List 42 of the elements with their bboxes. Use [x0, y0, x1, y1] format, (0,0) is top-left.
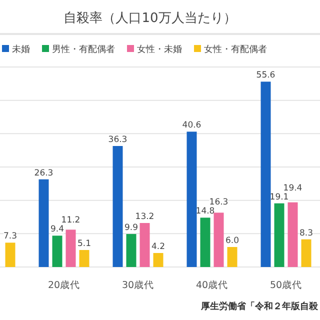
legend-label: 女性・有配偶者	[204, 44, 267, 55]
bar	[288, 202, 298, 267]
bar	[112, 146, 123, 267]
x-tick-label: 40歳代	[196, 279, 228, 291]
bar	[140, 223, 150, 267]
bar	[52, 236, 62, 267]
bar	[79, 250, 90, 267]
data-label: 9.9	[124, 223, 138, 233]
legend-label: 男性・有配偶者	[52, 44, 115, 55]
data-label: 16.3	[209, 198, 228, 208]
data-label: 6.0	[225, 236, 240, 246]
data-label: 36.3	[108, 135, 128, 145]
x-tick-label: 30歳代	[122, 279, 154, 291]
data-label: 4.2	[151, 242, 166, 252]
bar	[5, 242, 16, 267]
data-label: 5.1	[77, 239, 92, 249]
bar	[126, 234, 136, 267]
x-tick-label: 50歳代	[270, 279, 302, 291]
bar	[38, 179, 49, 267]
data-label: 13.2	[135, 212, 154, 222]
bar	[214, 212, 224, 267]
bar	[274, 203, 284, 267]
data-label: 19.4	[283, 183, 302, 194]
text: 厚生労働省「令和２年版自殺	[200, 301, 319, 312]
bar	[200, 218, 210, 267]
data-label: 8.3	[299, 228, 314, 238]
data-label: 26.3	[34, 168, 54, 178]
chart-title: 自殺率（人口10万人当たり）	[64, 10, 236, 26]
bar	[301, 239, 312, 267]
data-label: 9.4	[50, 224, 64, 235]
data-label: 40.6	[182, 120, 202, 131]
bar	[66, 230, 76, 267]
legend-label: 女性・未婚	[137, 44, 182, 55]
legend-label: 未婚	[12, 44, 30, 55]
data-label: 7.3	[3, 232, 18, 242]
bar	[186, 132, 197, 267]
bar	[260, 82, 271, 267]
x-tick-label: 20歳代	[48, 279, 80, 291]
bar	[227, 247, 238, 267]
data-label: 11.2	[61, 216, 80, 226]
bar	[153, 253, 164, 267]
data-label: 55.6	[256, 70, 276, 81]
